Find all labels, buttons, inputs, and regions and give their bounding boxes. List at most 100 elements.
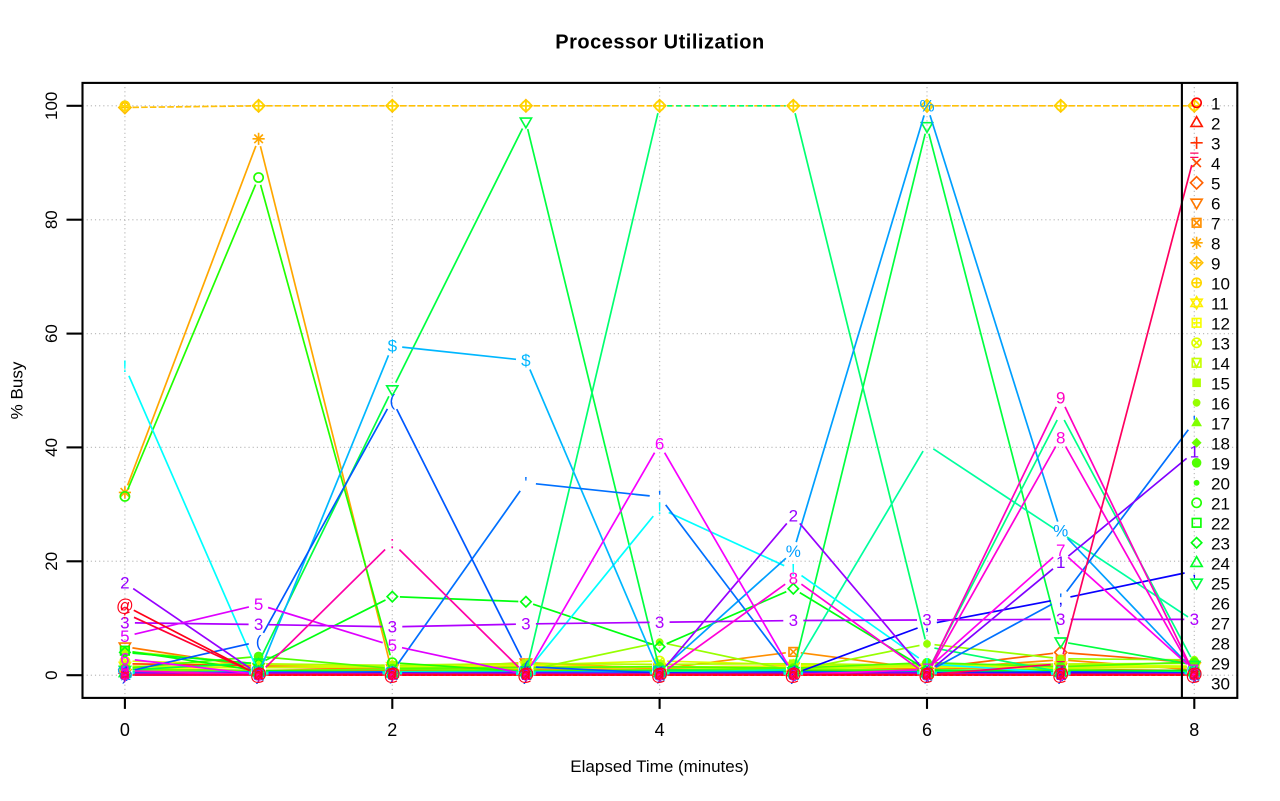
svg-text:1: 1 — [120, 664, 129, 683]
svg-text:5: 5 — [120, 627, 129, 646]
svg-text:": " — [1058, 663, 1064, 682]
svg-text:27: 27 — [1211, 614, 1230, 633]
svg-text:,: , — [1058, 590, 1063, 609]
svg-text:!: ! — [925, 654, 930, 673]
svg-text:1: 1 — [1211, 94, 1220, 113]
svg-text:%: % — [251, 662, 266, 681]
svg-text:0: 0 — [388, 665, 397, 684]
svg-text:$: $ — [254, 664, 264, 683]
svg-text:-: - — [523, 665, 529, 684]
svg-text:@: @ — [784, 665, 802, 685]
svg-text:15: 15 — [1211, 374, 1230, 393]
svg-text:6: 6 — [1190, 665, 1199, 684]
svg-text:5: 5 — [655, 665, 664, 684]
svg-text:>: > — [1189, 666, 1199, 685]
svg-text:5: 5 — [1211, 174, 1220, 193]
svg-text:=: = — [1056, 654, 1066, 673]
svg-text:7: 7 — [1190, 661, 1199, 680]
svg-text:@: @ — [918, 665, 936, 685]
svg-text:#: # — [254, 665, 264, 684]
svg-text:#: # — [521, 665, 531, 684]
svg-text:": " — [657, 663, 663, 682]
svg-text:@: @ — [1052, 665, 1070, 685]
svg-text:!: ! — [524, 663, 529, 682]
svg-text:": " — [256, 664, 262, 683]
svg-text:!: ! — [390, 664, 395, 683]
svg-text:;: ; — [524, 665, 529, 684]
svg-text:.: . — [390, 665, 395, 684]
svg-text:3: 3 — [655, 613, 664, 632]
svg-text:5: 5 — [1056, 665, 1065, 684]
svg-text:9: 9 — [789, 665, 798, 684]
svg-text:9: 9 — [655, 665, 664, 684]
svg-text:22: 22 — [1211, 514, 1230, 533]
svg-text:<: < — [387, 666, 397, 685]
svg-text:9: 9 — [254, 665, 263, 684]
svg-text:0: 0 — [922, 665, 931, 684]
svg-text:&: & — [119, 665, 131, 684]
svg-text:<: < — [120, 665, 130, 684]
svg-text::: : — [791, 665, 796, 684]
svg-text:30: 30 — [1211, 674, 1230, 693]
svg-text:29: 29 — [1211, 654, 1230, 673]
svg-text:>: > — [1056, 666, 1066, 685]
svg-text:28: 28 — [1211, 634, 1230, 653]
svg-text:3: 3 — [254, 615, 263, 634]
svg-text:*: * — [1057, 665, 1064, 684]
svg-text:1: 1 — [521, 664, 530, 683]
svg-text:?: ? — [655, 665, 664, 684]
svg-text:100: 100 — [42, 92, 61, 120]
svg-text:7: 7 — [789, 665, 798, 684]
svg-text:%: % — [652, 662, 667, 681]
svg-text:>: > — [120, 666, 130, 685]
svg-text:=: = — [788, 666, 798, 685]
svg-text:*: * — [255, 665, 262, 684]
svg-text::: : — [657, 665, 662, 684]
svg-text:6: 6 — [789, 665, 798, 684]
svg-text:!: ! — [791, 561, 796, 580]
svg-text:-: - — [256, 665, 262, 684]
svg-text:(: ( — [1058, 662, 1064, 681]
svg-text:0: 0 — [1056, 665, 1065, 684]
svg-text:16: 16 — [1211, 394, 1230, 413]
svg-text:3: 3 — [521, 615, 530, 634]
svg-text:.: . — [123, 665, 128, 684]
svg-text:6: 6 — [655, 435, 664, 454]
svg-text:': ' — [257, 663, 260, 682]
svg-text:.: . — [524, 665, 529, 684]
svg-text:(: ( — [924, 663, 930, 682]
svg-text:6: 6 — [922, 665, 931, 684]
svg-text:% Busy: % Busy — [8, 361, 27, 419]
svg-text:21: 21 — [1211, 494, 1230, 513]
svg-text:20: 20 — [1211, 474, 1230, 493]
svg-text:2: 2 — [922, 664, 931, 683]
svg-text:#: # — [922, 665, 932, 684]
svg-text:): ) — [256, 665, 262, 684]
svg-text:+: + — [387, 664, 397, 683]
svg-text:14: 14 — [1211, 354, 1230, 373]
svg-text:#: # — [120, 665, 130, 684]
svg-text:-: - — [790, 665, 796, 684]
svg-text:#: # — [1056, 665, 1066, 684]
svg-text:31: 31 — [1211, 694, 1230, 713]
svg-text:): ) — [389, 665, 395, 684]
svg-text:9: 9 — [521, 665, 530, 684]
svg-text:): ) — [790, 665, 796, 684]
svg-text:4: 4 — [1056, 665, 1065, 684]
svg-text:*: * — [656, 665, 663, 684]
svg-text:1: 1 — [789, 664, 798, 683]
svg-text:7: 7 — [655, 665, 664, 684]
svg-text:+: + — [254, 665, 264, 684]
svg-text:/: / — [524, 664, 529, 683]
svg-text:/: / — [791, 664, 796, 683]
svg-text:#: # — [1190, 665, 1200, 684]
svg-text:2: 2 — [254, 665, 263, 684]
svg-text:+: + — [788, 664, 798, 683]
svg-text:;: ; — [390, 665, 395, 684]
svg-text:<: < — [655, 665, 665, 684]
svg-text:': ' — [1059, 590, 1062, 609]
svg-text:>: > — [788, 666, 798, 685]
svg-text:*: * — [1191, 665, 1198, 684]
svg-text:=: = — [655, 665, 665, 684]
svg-text:,: , — [1192, 562, 1197, 581]
